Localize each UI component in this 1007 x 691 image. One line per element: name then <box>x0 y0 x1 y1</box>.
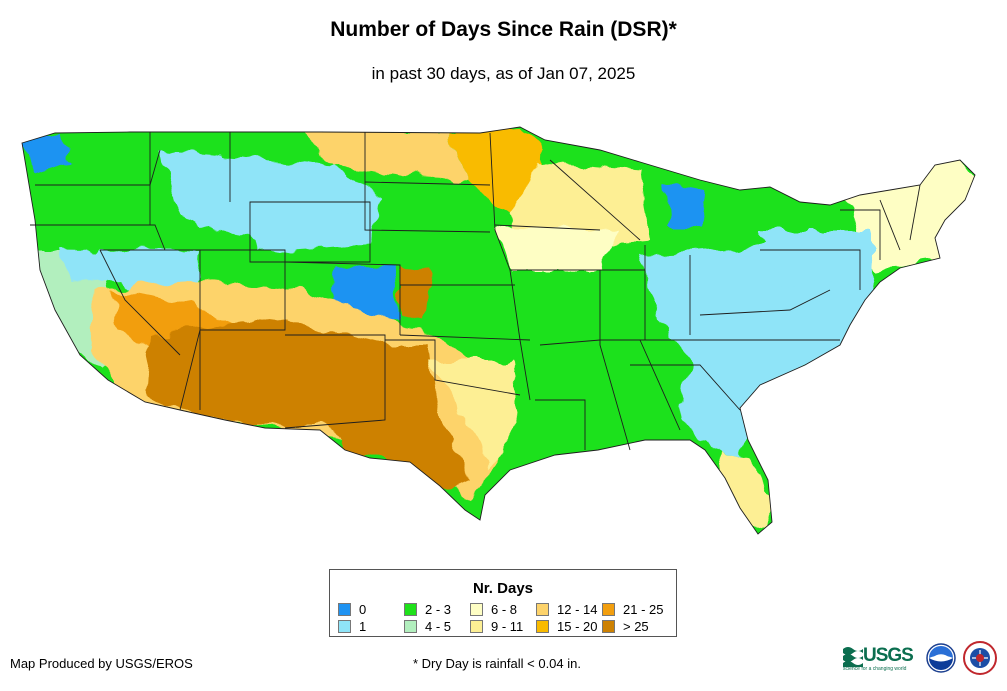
legend: Nr. Days 0 2 - 3 6 - 8 12 - 14 21 - 25 1… <box>329 569 677 637</box>
noaa-logo-icon[interactable] <box>926 643 956 673</box>
legend-item: 1 <box>338 619 404 634</box>
state-line <box>284 334 386 429</box>
legend-item: > 25 <box>602 619 668 634</box>
state-line <box>549 159 641 241</box>
legend-label: 9 - 11 <box>491 619 524 634</box>
legend-item: 9 - 11 <box>470 619 536 634</box>
rain-zones <box>22 127 975 534</box>
legend-swatch <box>470 620 483 633</box>
usgs-logo[interactable]: USGS science for a changing world <box>843 643 919 673</box>
legend-swatch <box>404 603 417 616</box>
zone-gt25 <box>145 320 470 490</box>
legend-label: > 25 <box>623 619 649 634</box>
state-line <box>200 249 286 331</box>
legend-item: 15 - 20 <box>536 619 602 634</box>
zone-1 <box>640 245 880 460</box>
state-boundaries <box>21 126 976 535</box>
legend-grid: 0 2 - 3 6 - 8 12 - 14 21 - 25 1 4 - 5 9 … <box>338 602 668 634</box>
us-outline <box>21 126 976 535</box>
state-line <box>599 270 631 451</box>
legend-label: 4 - 5 <box>425 619 452 634</box>
legend-label: 6 - 8 <box>491 602 518 617</box>
zone-1 <box>250 205 365 250</box>
zone-1 <box>760 230 870 285</box>
legend-title: Nr. Days <box>472 580 534 597</box>
state-line <box>639 339 681 431</box>
zone-9-11 <box>720 450 772 530</box>
usgs-wave-icon <box>843 647 863 667</box>
legend-item: 12 - 14 <box>536 602 602 617</box>
legend-swatch <box>404 620 417 633</box>
legend-swatch <box>536 620 549 633</box>
zone-0 <box>665 185 705 225</box>
zone-9-11 <box>430 360 520 470</box>
state-line <box>535 399 586 450</box>
map-subtitle: in past 30 days, as of Jan 07, 2025 <box>371 64 636 83</box>
legend-label: 0 <box>359 602 367 617</box>
legend-item: 2 - 3 <box>404 602 470 617</box>
state-line <box>100 249 201 411</box>
map-title: Number of Days Since Rain (DSR)* <box>330 18 677 41</box>
state-line <box>249 201 371 263</box>
state-line <box>840 209 881 260</box>
legend-label: 21 - 25 <box>623 602 664 617</box>
legend-item: 21 - 25 <box>602 602 668 617</box>
producer-credit: Map Produced by USGS/EROS <box>10 656 193 671</box>
legend-label: 15 - 20 <box>557 619 598 634</box>
state-line <box>909 184 921 241</box>
legend-swatch <box>602 620 615 633</box>
usgs-logo-text: USGS <box>863 645 914 666</box>
legend-swatch <box>536 603 549 616</box>
state-line <box>494 224 601 231</box>
zone-0 <box>22 135 70 175</box>
zone-9-11 <box>510 160 650 245</box>
legend-item: 4 - 5 <box>404 619 470 634</box>
state-line <box>699 289 831 316</box>
state-line <box>364 132 491 233</box>
zone-6-8 <box>495 225 620 270</box>
dry-day-note: * Dry Day is rainfall < 0.04 in. <box>413 656 581 671</box>
legend-label: 2 - 3 <box>425 602 452 617</box>
legend-swatch <box>470 603 483 616</box>
legend-swatch <box>338 603 351 616</box>
legend-item: 6 - 8 <box>470 602 536 617</box>
state-line <box>879 199 901 251</box>
dsr-map <box>21 126 976 535</box>
nws-logo-icon[interactable] <box>962 640 998 676</box>
legend-label: 1 <box>359 619 367 634</box>
state-line <box>99 249 181 356</box>
zone-12-14 <box>300 130 470 180</box>
legend-label: 12 - 14 <box>557 602 598 617</box>
state-line <box>760 249 861 290</box>
legend-item: 0 <box>338 602 404 617</box>
state-line <box>385 339 521 396</box>
state-line <box>30 224 166 251</box>
usgs-tagline: science for a changing world <box>843 666 907 672</box>
state-line <box>284 261 401 335</box>
state-line <box>399 334 531 341</box>
state-line <box>364 181 491 186</box>
legend-swatch <box>338 620 351 633</box>
state-line <box>630 364 741 411</box>
legend-swatch <box>602 603 615 616</box>
zone-gt25 <box>400 265 430 320</box>
